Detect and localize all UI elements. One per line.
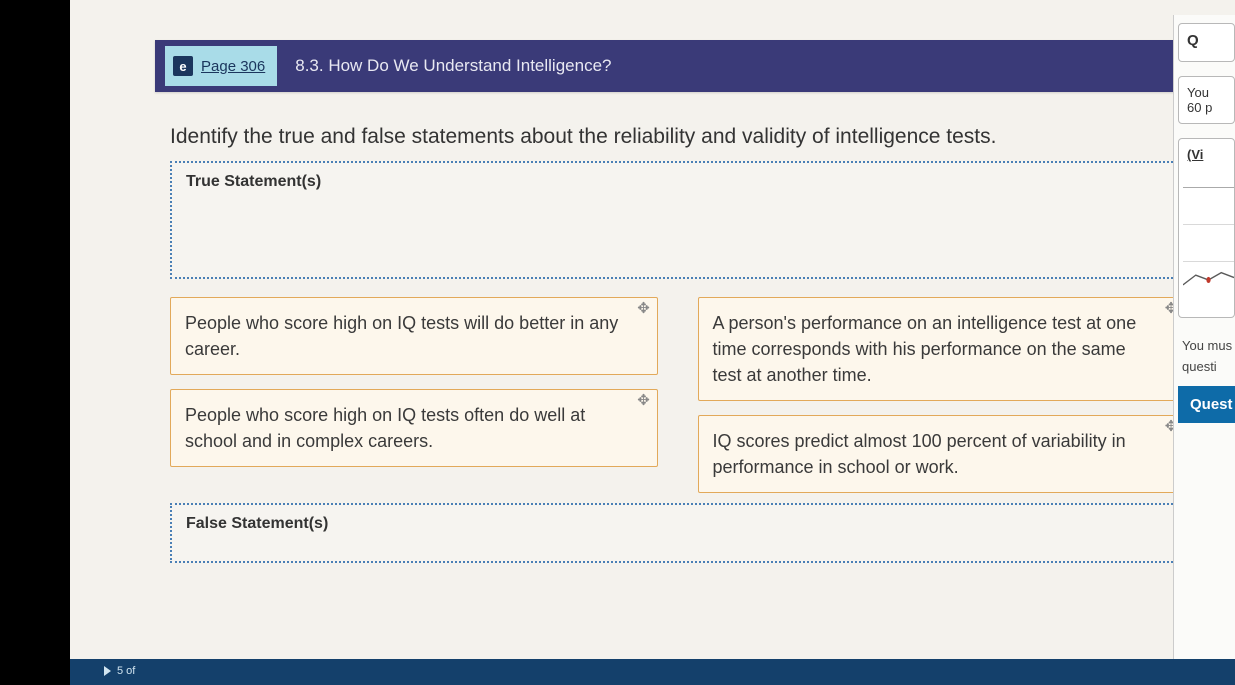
- draggable-card[interactable]: A person's performance on an intelligenc…: [698, 297, 1186, 401]
- sidebar-note: You mus: [1174, 332, 1235, 359]
- progress-mini-chart: [1183, 187, 1234, 309]
- ebook-icon: e: [173, 56, 193, 76]
- card-text: People who score high on IQ tests will d…: [185, 313, 618, 359]
- draggable-card[interactable]: IQ scores predict almost 100 percent of …: [698, 415, 1186, 493]
- photo-frame: e Page 306 8.3. How Do We Understand Int…: [0, 0, 1235, 685]
- cards-pool: People who score high on IQ tests will d…: [170, 297, 1185, 493]
- question-area: Identify the true and false statements a…: [170, 125, 1185, 563]
- play-icon: [104, 666, 111, 676]
- draggable-card[interactable]: People who score high on IQ tests will d…: [170, 297, 658, 375]
- card-text: IQ scores predict almost 100 percent of …: [713, 431, 1126, 477]
- score-line: You: [1187, 85, 1232, 100]
- status-text: 5 of: [117, 665, 135, 677]
- drag-handle-icon: ✥: [635, 300, 653, 318]
- header-bar: e Page 306 8.3. How Do We Understand Int…: [155, 40, 1195, 92]
- sidebar-panel: Q You 60 p (Vi You mus questi Quest: [1173, 15, 1235, 685]
- true-statements-dropzone[interactable]: True Statement(s): [170, 161, 1185, 279]
- screen-area: e Page 306 8.3. How Do We Understand Int…: [70, 0, 1235, 685]
- chart-marker: [1206, 277, 1210, 283]
- page-number-label: Page 306: [201, 58, 265, 75]
- cards-column-right: A person's performance on an intelligenc…: [698, 297, 1186, 493]
- score-line: 60 p: [1187, 100, 1232, 115]
- question-nav-button[interactable]: Quest: [1178, 386, 1235, 423]
- bottom-status-bar: 5 of: [70, 659, 1235, 685]
- section-title: 8.3. How Do We Understand Intelligence?: [295, 56, 611, 76]
- quiz-letter: Q: [1187, 32, 1232, 49]
- drag-handle-icon: ✥: [635, 392, 653, 410]
- false-statements-dropzone[interactable]: False Statement(s): [170, 503, 1185, 563]
- page-reference-link[interactable]: e Page 306: [165, 46, 277, 86]
- true-zone-label: True Statement(s): [186, 173, 1169, 191]
- card-text: A person's performance on an intelligenc…: [713, 313, 1137, 385]
- cards-column-left: People who score high on IQ tests will d…: [170, 297, 658, 493]
- sidebar-note: questi: [1174, 359, 1235, 380]
- sidebar-progress-box: (Vi: [1178, 138, 1235, 318]
- sidebar-score-box: You 60 p: [1178, 76, 1235, 124]
- question-prompt: Identify the true and false statements a…: [170, 125, 1185, 149]
- status-chip: 5 of: [104, 665, 135, 677]
- view-link[interactable]: (Vi: [1187, 147, 1232, 162]
- false-zone-label: False Statement(s): [186, 515, 1169, 533]
- sidebar-quiz-header: Q: [1178, 23, 1235, 62]
- draggable-card[interactable]: People who score high on IQ tests often …: [170, 389, 658, 467]
- card-text: People who score high on IQ tests often …: [185, 405, 585, 451]
